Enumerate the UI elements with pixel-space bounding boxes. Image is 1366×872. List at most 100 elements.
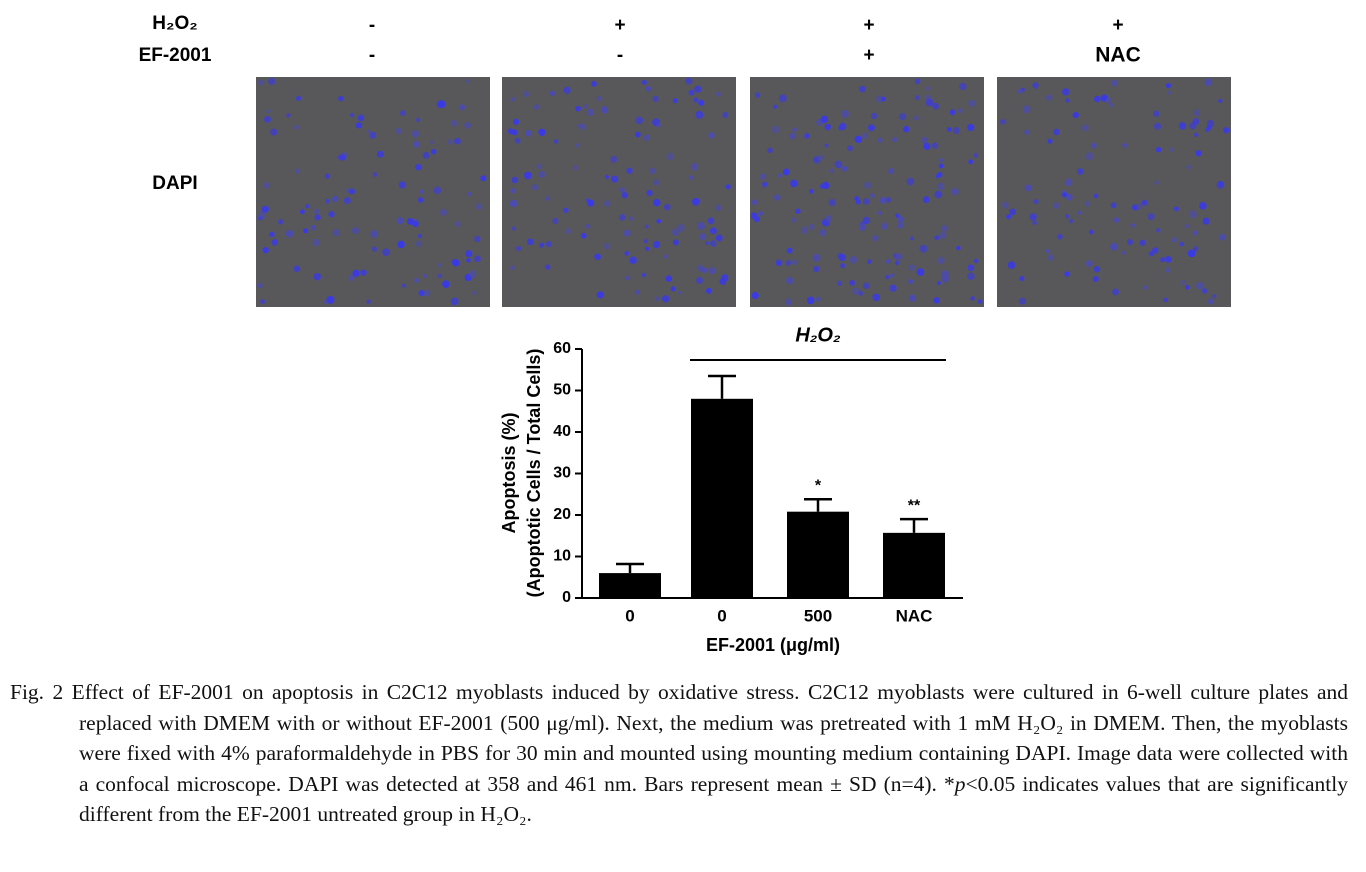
nucleus [468,270,477,278]
nucleus [415,240,422,248]
nucleus [343,196,351,204]
nucleus [438,100,446,109]
nucleus [1136,203,1143,210]
nucleus [906,177,915,186]
nucleus [854,196,860,201]
nucleus [1193,109,1201,117]
nucleus [1206,124,1212,130]
nucleus [1195,150,1202,157]
nucleus [596,96,602,102]
nucleus [949,109,956,116]
nucleus [634,289,641,295]
nucleus [510,96,515,102]
nucleus [653,179,660,186]
nucleus [771,125,780,134]
nucleus [836,280,843,286]
caption-text: <0.05 indicates values that are signific… [79,771,1348,827]
nucleus [804,133,810,139]
nucleus [423,289,431,297]
nucleus [624,251,630,256]
nucleus [643,134,651,141]
nucleus [466,191,472,197]
nucleus [1153,122,1162,130]
micrograph-bg [750,77,984,307]
nucleus [663,203,671,211]
nucleus [828,198,836,207]
nucleus [1218,98,1223,103]
nucleus [899,113,907,121]
nucleus [1155,146,1162,153]
nucleus [852,287,860,295]
nucleus [1154,180,1159,185]
nucleus [885,196,892,203]
nucleus [786,276,794,285]
nucleus [527,238,534,246]
nucleus [310,224,317,231]
nucleus [1068,218,1074,224]
nucleus [937,256,945,265]
y-tick-label: 0 [562,589,571,606]
nucleus [910,236,915,241]
nucleus [1062,192,1068,198]
nucleus [672,239,679,246]
nucleus [822,181,830,190]
nucleus [690,163,699,171]
nucleus [1143,285,1148,290]
nucleus [654,296,660,302]
nucleus [800,226,809,235]
nucleus [532,184,539,191]
nucleus [1024,129,1030,135]
nucleus [761,181,768,188]
nucleus [858,290,864,296]
nucleus [575,105,581,112]
nucleus [1072,111,1079,119]
micrograph-bg [997,77,1231,307]
nucleus [591,80,597,87]
nucleus [795,208,801,214]
x-tick-label: 0 [717,606,726,625]
nucleus [1092,276,1099,283]
nucleus [1199,202,1207,210]
nucleus [694,85,702,93]
nucleus [868,124,875,132]
nucleus [1218,233,1226,241]
nucleus [1091,142,1097,149]
nucleus [959,82,967,91]
nucleus [337,155,343,160]
nucleus [1076,168,1084,175]
nucleus [885,275,890,280]
nucleus [545,241,552,248]
nucleus [586,108,595,116]
nucleus [665,275,673,282]
nucleus [938,163,944,169]
nucleus [472,290,477,296]
nucleus [433,186,442,195]
nucleus [262,246,269,254]
nucleus [671,228,680,236]
nucleus [351,227,360,235]
nucleus [941,270,949,278]
nucleus [429,140,435,145]
nucleus [600,106,609,114]
nucleus [271,239,279,246]
nucleus [715,234,723,242]
nucleus [666,152,674,161]
nucleus [968,159,974,165]
nucleus [603,242,611,250]
nucleus [864,181,872,189]
nucleus [579,123,587,131]
nucleus [411,130,420,138]
nucleus [604,174,610,180]
nucleus [817,154,825,161]
nucleus [312,238,320,247]
nucleus [1065,98,1070,103]
nucleus [1192,118,1200,125]
nucleus [936,182,945,191]
nucleus [371,246,378,252]
nucleus [419,189,424,194]
nucleus [1018,297,1026,305]
micrograph [256,77,490,307]
nucleus [475,203,483,210]
nucleus [1189,210,1197,219]
nucleus [1065,193,1073,201]
